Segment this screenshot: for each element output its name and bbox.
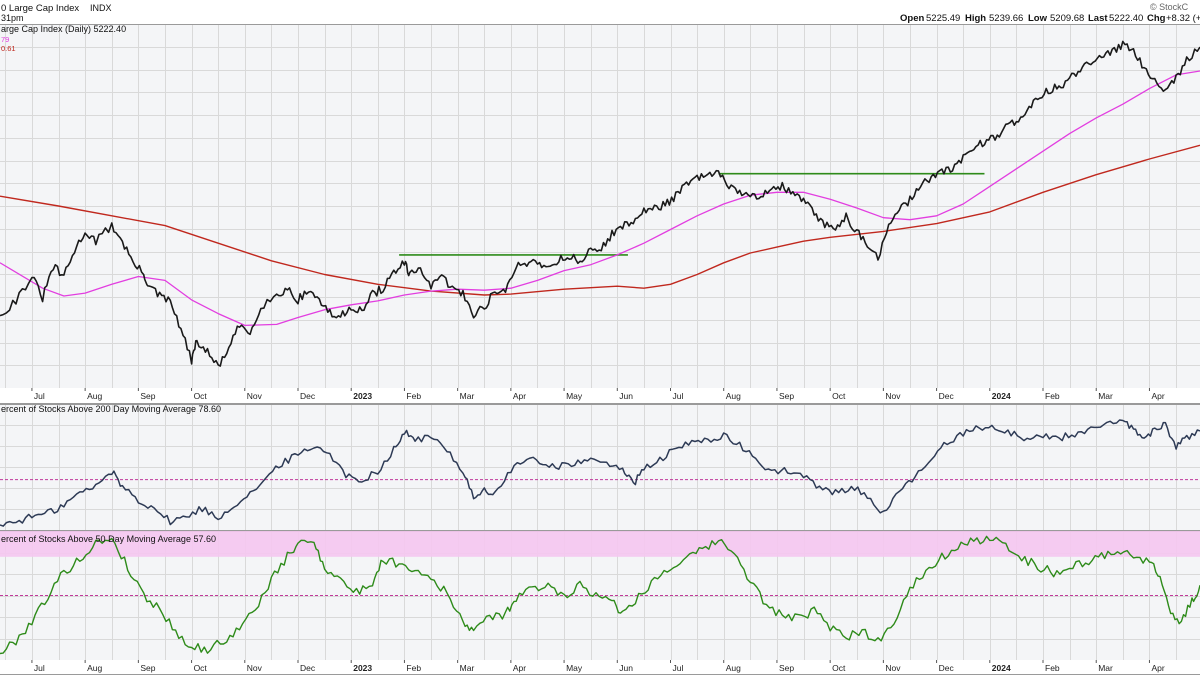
x-tick-label: May <box>566 391 583 401</box>
open-label: Open <box>900 13 924 24</box>
x-tick-label: Oct <box>194 663 208 673</box>
legend-entry: ercent of Stocks Above 50 Day Moving Ave… <box>1 534 216 544</box>
x-tick-label: Jun <box>619 391 633 401</box>
x-tick-label: Aug <box>87 663 102 673</box>
x-tick-label: Jul <box>673 663 684 673</box>
x-tick-label: Dec <box>939 391 955 401</box>
x-tick-label: Apr <box>1151 391 1164 401</box>
x-tick-label: Nov <box>247 663 263 673</box>
x-tick-label: Dec <box>300 391 316 401</box>
chg-value: +8.32 (+ <box>1166 13 1200 24</box>
legend-entry: arge Cap Index (Daily) 5222.40 <box>1 24 126 34</box>
x-tick-label: Mar <box>460 663 475 673</box>
grid <box>0 404 1200 530</box>
series-ma50 <box>0 70 1200 327</box>
series-price <box>0 40 1200 367</box>
legend-entry: 0.61 <box>1 44 16 53</box>
x-tick-label: Oct <box>832 663 846 673</box>
x-tick-label: 2023 <box>353 391 372 401</box>
low-label: Low <box>1028 13 1048 24</box>
x-tick-label: Sep <box>779 391 794 401</box>
high-label: High <box>965 13 986 24</box>
x-tick-label: Mar <box>1098 391 1113 401</box>
x-axis-band <box>0 388 1200 404</box>
exchange-label: INDX <box>90 3 112 13</box>
chg-label: Chg <box>1147 13 1166 24</box>
x-axis-band <box>0 660 1200 675</box>
x-tick-label: Nov <box>885 391 901 401</box>
x-tick-label: Feb <box>406 391 421 401</box>
timestamp: 31pm <box>1 13 24 23</box>
series-breadth200 <box>0 419 1200 527</box>
x-tick-label: Apr <box>513 663 526 673</box>
x-tick-label: Mar <box>460 391 475 401</box>
x-tick-label: Sep <box>779 663 794 673</box>
x-tick-label: Oct <box>832 391 846 401</box>
x-tick-label: Aug <box>726 391 741 401</box>
x-tick-label: May <box>566 663 583 673</box>
x-tick-label: Jul <box>673 391 684 401</box>
x-tick-label: Mar <box>1098 663 1113 673</box>
grid <box>0 24 1200 388</box>
high-value: 5239.66 <box>989 13 1023 24</box>
x-tick-label: Aug <box>87 391 102 401</box>
x-tick-label: Nov <box>885 663 901 673</box>
x-tick-label: Nov <box>247 391 263 401</box>
x-tick-label: Jun <box>619 663 633 673</box>
x-tick-label: 2024 <box>992 663 1011 673</box>
legend-entry: ercent of Stocks Above 200 Day Moving Av… <box>1 404 221 414</box>
x-tick-label: Jul <box>34 663 45 673</box>
panel-breadth200: ercent of Stocks Above 200 Day Moving Av… <box>0 404 1200 531</box>
x-tick-label: Dec <box>300 663 316 673</box>
index-title: 0 Large Cap Index <box>1 3 79 14</box>
x-tick-label: Apr <box>1151 663 1164 673</box>
x-tick-label: Feb <box>1045 663 1060 673</box>
legend-entry: 79 <box>1 35 9 44</box>
panel-breadth50: ercent of Stocks Above 50 Day Moving Ave… <box>0 531 1200 675</box>
low-value: 5209.68 <box>1050 13 1084 24</box>
last-value: 5222.40 <box>1109 13 1143 24</box>
x-tick-label: Oct <box>194 391 208 401</box>
overbought-band <box>0 531 1200 557</box>
series-ma200 <box>0 144 1200 296</box>
open-value: 5225.49 <box>926 13 960 24</box>
x-tick-label: Jul <box>34 391 45 401</box>
x-tick-label: Sep <box>140 391 155 401</box>
last-label: Last <box>1088 13 1108 24</box>
x-tick-label: 2023 <box>353 663 372 673</box>
x-tick-label: Feb <box>1045 391 1060 401</box>
x-tick-label: Dec <box>939 663 955 673</box>
chart-header: 0 Large Cap Index INDX 31pm © StockC Ope… <box>1 2 1200 24</box>
x-tick-label: Feb <box>406 663 421 673</box>
x-tick-label: 2024 <box>992 391 1011 401</box>
x-tick-label: Sep <box>140 663 155 673</box>
brand-watermark: © StockC <box>1150 2 1189 12</box>
x-tick-label: Aug <box>726 663 741 673</box>
series-breadth50 <box>0 535 1200 655</box>
x-tick-label: Apr <box>513 391 526 401</box>
